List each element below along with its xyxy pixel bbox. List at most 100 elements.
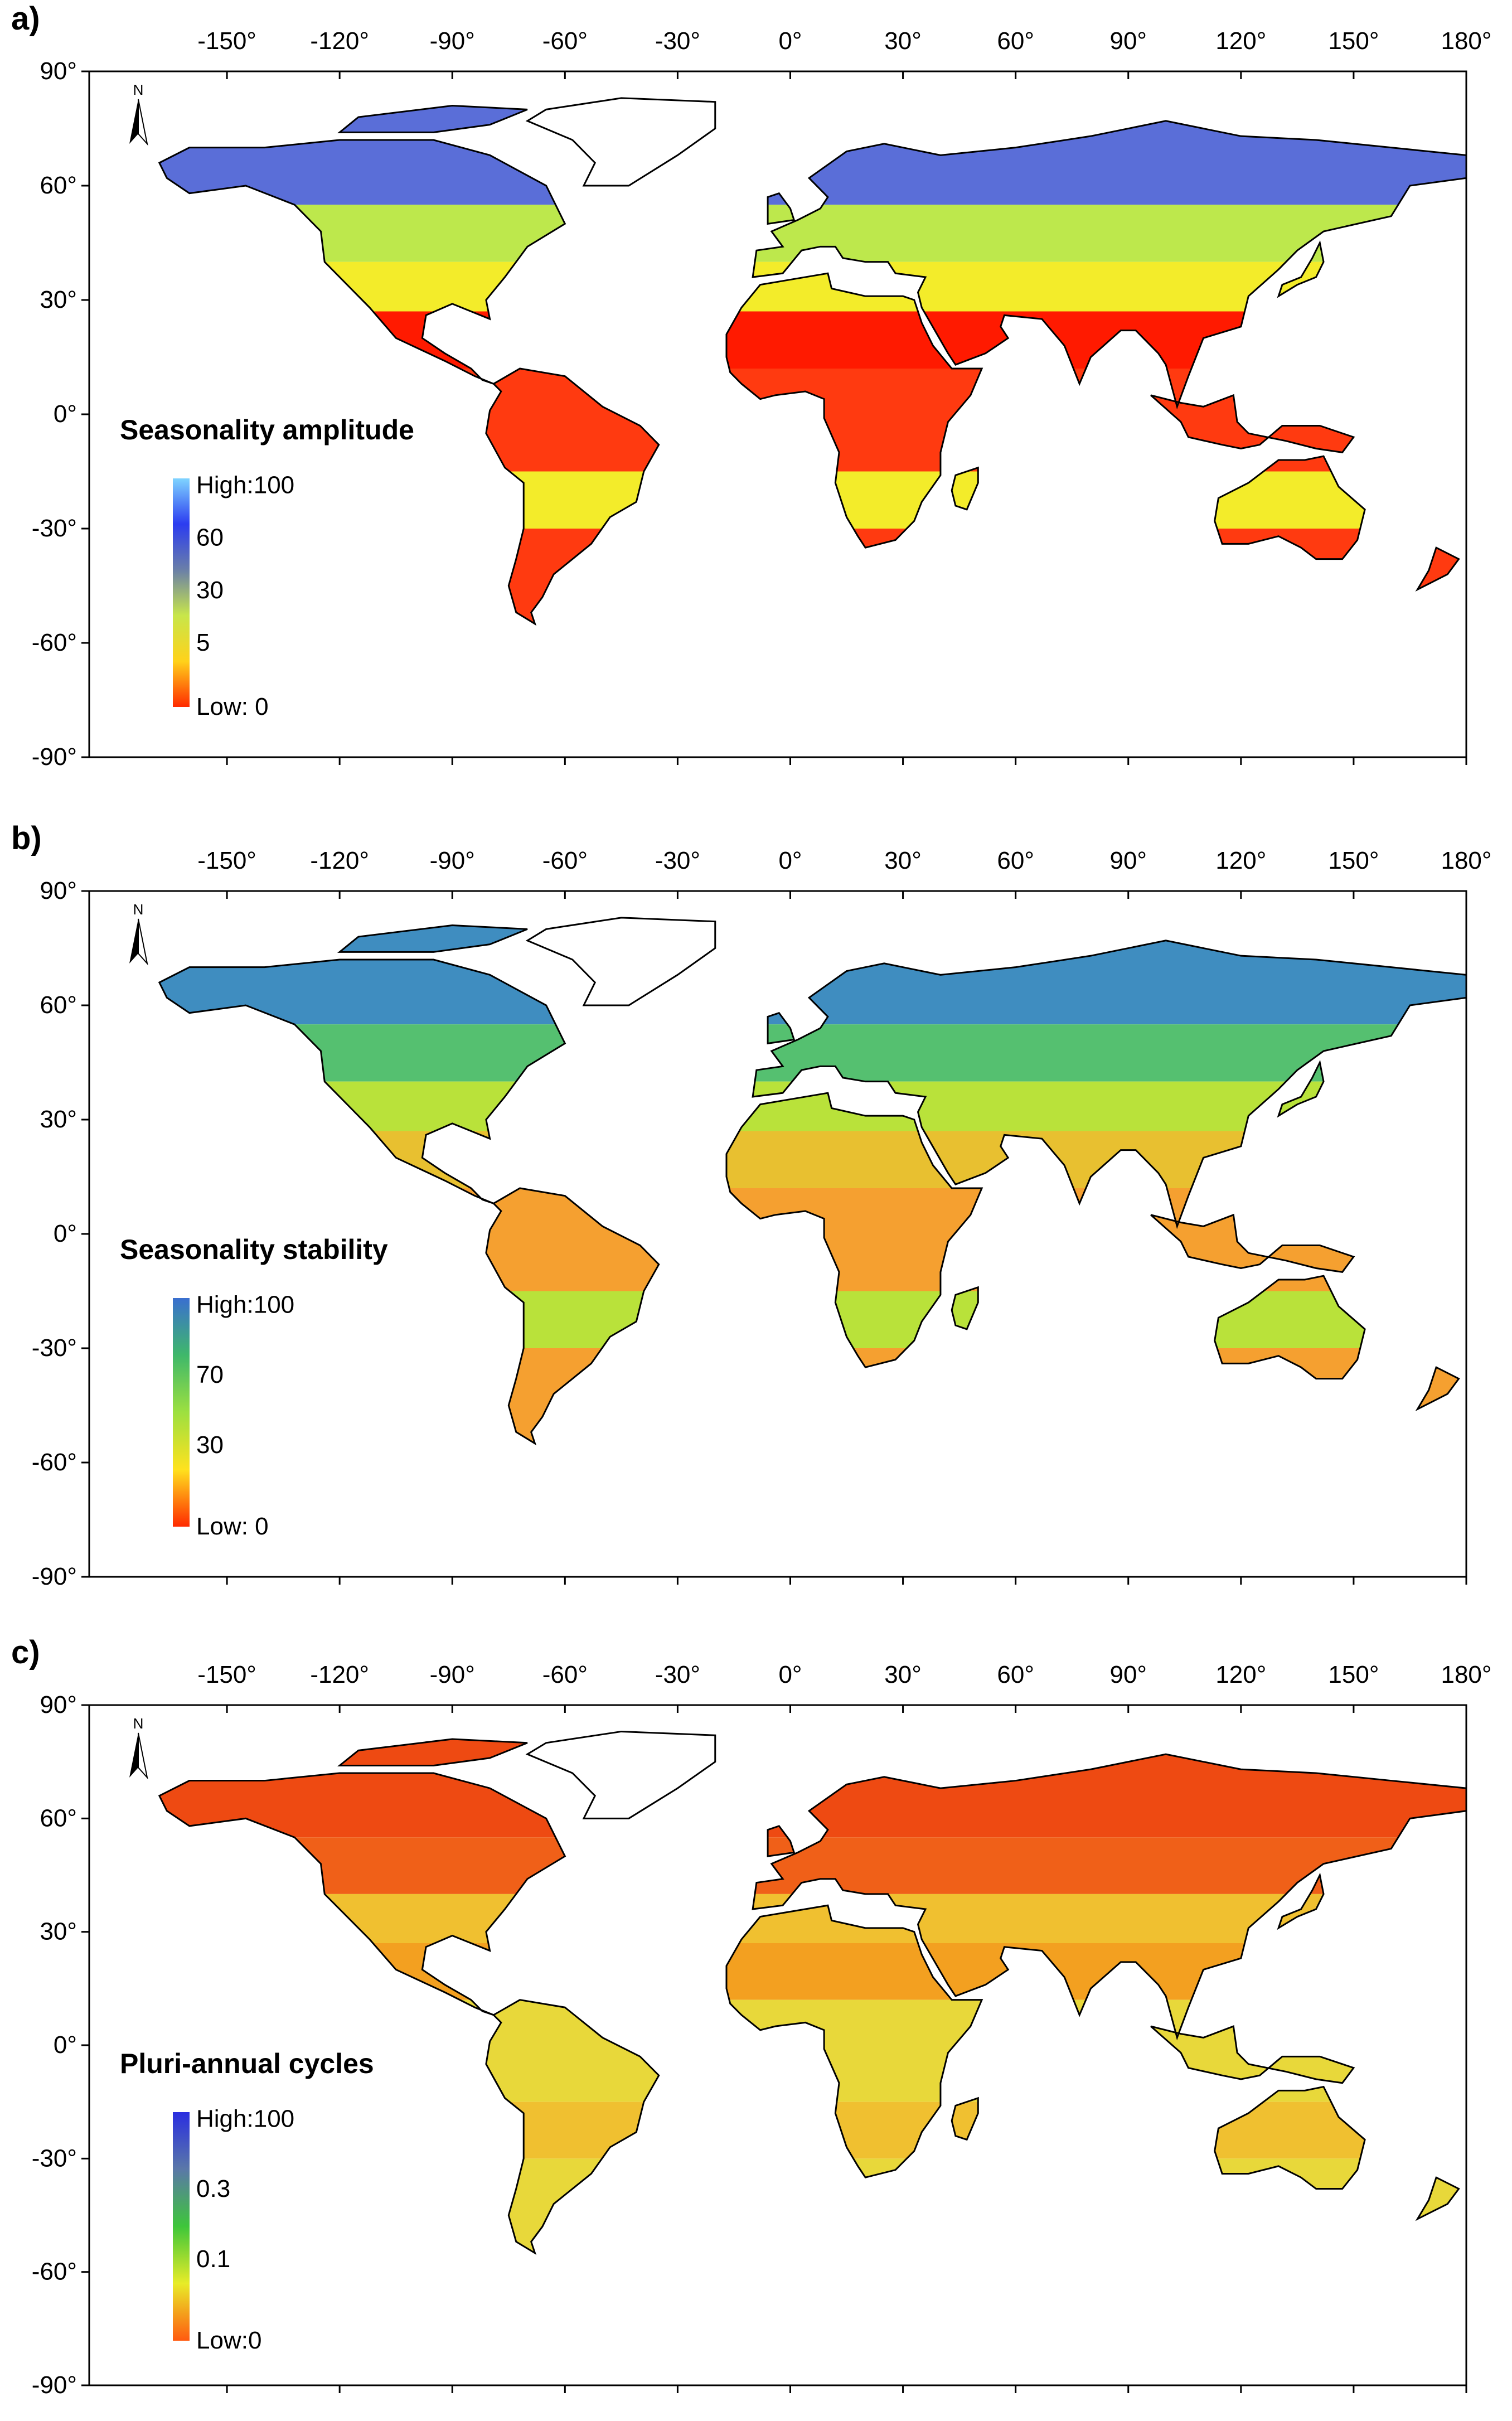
lat-tick-label: 60° [40, 172, 77, 199]
coastline-eurasia [752, 1753, 1467, 2041]
lon-tick-label: 0° [778, 847, 802, 874]
coastline-uk [767, 1011, 796, 1045]
lon-tick-label: -150° [197, 847, 256, 874]
legend-label: 70 [196, 1361, 224, 1388]
coastline-madagascar [951, 1286, 979, 1330]
legend-label: 60 [196, 524, 224, 551]
lon-tick-label: 30° [884, 27, 922, 55]
coastline-australia [1214, 1275, 1366, 1380]
lat-tick-label: 60° [40, 1804, 77, 1832]
map-panel-a: -150° -120° -90° -60° -30° 0° 30° 60° 90° 120° 150… [32, 27, 1492, 771]
coastline-arcticIslands [337, 104, 528, 133]
north-arrow-icon: N [129, 81, 148, 146]
legend-label: Low:0 [196, 2327, 261, 2354]
coastline-southAmerica [485, 1999, 660, 2255]
panel-letter: b) [11, 820, 42, 856]
lon-tick-label: 0° [778, 1661, 802, 1688]
north-label: N [133, 1715, 144, 1732]
lon-tick-label: 120° [1215, 27, 1266, 55]
lon-tick-label: 150° [1328, 27, 1379, 55]
lon-tick-label: -30° [655, 27, 700, 55]
legend-label: 30 [196, 577, 224, 604]
coastline-japan [1277, 240, 1325, 298]
lon-tick-label: 60° [997, 847, 1034, 874]
lat-tick-label: 0° [54, 1220, 77, 1247]
lon-tick-label: 0° [778, 27, 802, 55]
lat-tick-label: -30° [32, 515, 77, 542]
north-label: N [133, 81, 144, 98]
map-panel-b: -150° -120° -90° -60° -30° 0° 30° 60° 90° 120° 150… [32, 847, 1492, 1590]
north-arrow-icon: N [129, 1715, 148, 1780]
coastline-africa [725, 1904, 983, 2178]
panel-b: b) -150° -120° -90° -60° -30° 0° 30° 60° 90° 120°… [0, 820, 1512, 1623]
lon-tick-label: 90° [1109, 27, 1147, 55]
coastline-madagascar [951, 2096, 979, 2141]
coastline-greenland [525, 97, 716, 187]
lat-tick-label: 90° [40, 57, 77, 85]
lon-tick-label: 120° [1215, 1661, 1266, 1688]
lon-tick-label: 150° [1328, 847, 1379, 874]
lat-tick-label: 90° [40, 877, 77, 904]
lon-tick-label: -120° [310, 27, 369, 55]
lon-tick-label: 30° [884, 847, 922, 874]
panel-letter: c) [11, 1634, 40, 1671]
legend-color-ramp [173, 1298, 190, 1527]
lon-tick-label: 120° [1215, 847, 1266, 874]
lon-tick-label: -30° [655, 1661, 700, 1688]
legend-label: 30 [196, 1431, 224, 1459]
panel-a: a) -150° -120° -90° -60° -30° 0° 30° 60° 90° 120°… [0, 0, 1512, 803]
lat-tick-label: -60° [32, 2258, 77, 2286]
coastline-southAmerica [485, 1187, 660, 1446]
lat-tick-label: -90° [32, 743, 77, 771]
coastline-africa [725, 272, 983, 549]
coastline-australia [1214, 2085, 1366, 2190]
coastline-greenland [525, 1730, 716, 1819]
north-label: N [133, 901, 144, 918]
legend-label: High:100 [196, 2105, 294, 2132]
lon-tick-label: 150° [1328, 1661, 1379, 1688]
lon-tick-label: -120° [310, 1661, 369, 1688]
lat-tick-label: -90° [32, 1563, 77, 1590]
coastline-arcticIslands [337, 924, 528, 953]
lat-tick-label: 30° [40, 286, 77, 313]
lon-tick-label: -150° [197, 1661, 256, 1688]
coastline-newZealand [1415, 546, 1460, 592]
lon-tick-label: -120° [310, 847, 369, 874]
lon-tick-label: 180° [1441, 27, 1491, 55]
legend-label: 0.3 [196, 2175, 230, 2202]
coastline-greenland [525, 917, 716, 1006]
legend-title: Seasonality stability [120, 1234, 388, 1265]
coastline-newZealand [1415, 1366, 1460, 1411]
coastline-eurasia [752, 120, 1467, 410]
coastline-arcticIslands [337, 1738, 528, 1766]
coastline-australia [1214, 455, 1366, 560]
legend-label: High:100 [196, 471, 294, 498]
legend-title: Seasonality amplitude [120, 414, 414, 446]
lon-tick-label: 180° [1441, 847, 1491, 874]
coastline-uk [767, 192, 796, 225]
lat-tick-label: -30° [32, 2144, 77, 2172]
lon-tick-label: 90° [1109, 1661, 1147, 1688]
coastline-uk [767, 1825, 796, 1857]
lon-tick-label: -150° [197, 27, 256, 55]
lon-tick-label: -90° [430, 1661, 475, 1688]
panel-letter: a) [11, 1, 40, 37]
lon-tick-label: -60° [542, 1661, 588, 1688]
lat-tick-label: -90° [32, 2371, 77, 2399]
coastline-africa [725, 1092, 983, 1368]
lat-tick-label: 0° [54, 400, 77, 428]
lon-tick-label: -90° [430, 27, 475, 55]
coastline-japan [1277, 1872, 1325, 1930]
lon-tick-label: 180° [1441, 1661, 1491, 1688]
lon-tick-label: -30° [655, 847, 700, 874]
panel-c: c) -150° -120° -90° -60° -30° 0° 30° 60° 90° 120°… [0, 1634, 1512, 2421]
legend-title: Pluri-annual cycles [120, 2048, 374, 2079]
coastline-eurasia [752, 940, 1467, 1229]
coastline-newZealand [1415, 2176, 1460, 2221]
coastline-northAmerica [158, 139, 566, 385]
lat-tick-label: -60° [32, 629, 77, 656]
coastline-indonesia [1150, 394, 1355, 453]
legend-color-ramp [173, 478, 190, 707]
lon-tick-label: -90° [430, 847, 475, 874]
lat-tick-label: 30° [40, 1918, 77, 1945]
